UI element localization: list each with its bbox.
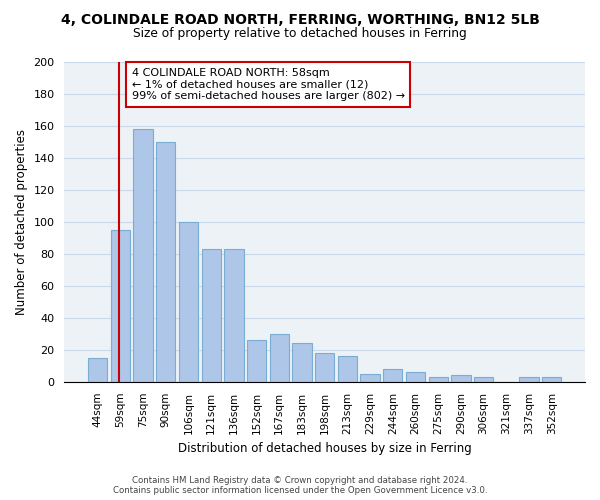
Bar [520, 377, 539, 382]
Text: 4 COLINDALE ROAD NORTH: 58sqm
← 1% of detached houses are smaller (12)
99% of se: 4 COLINDALE ROAD NORTH: 58sqm ← 1% of de… [132, 68, 405, 101]
Bar [383, 369, 403, 382]
Y-axis label: Number of detached properties: Number of detached properties [15, 128, 28, 314]
Bar [428, 377, 448, 382]
Bar [451, 376, 470, 382]
Bar [133, 129, 153, 382]
Bar [338, 356, 357, 382]
Bar [111, 230, 130, 382]
Text: Contains HM Land Registry data © Crown copyright and database right 2024.
Contai: Contains HM Land Registry data © Crown c… [113, 476, 487, 495]
Bar [292, 344, 311, 382]
Bar [88, 358, 107, 382]
Bar [179, 222, 198, 382]
Bar [247, 340, 266, 382]
X-axis label: Distribution of detached houses by size in Ferring: Distribution of detached houses by size … [178, 442, 472, 455]
Bar [474, 377, 493, 382]
Text: 4, COLINDALE ROAD NORTH, FERRING, WORTHING, BN12 5LB: 4, COLINDALE ROAD NORTH, FERRING, WORTHI… [61, 12, 539, 26]
Text: Size of property relative to detached houses in Ferring: Size of property relative to detached ho… [133, 28, 467, 40]
Bar [406, 372, 425, 382]
Bar [269, 334, 289, 382]
Bar [542, 377, 562, 382]
Bar [156, 142, 175, 382]
Bar [202, 249, 221, 382]
Bar [315, 353, 334, 382]
Bar [361, 374, 380, 382]
Bar [224, 249, 244, 382]
